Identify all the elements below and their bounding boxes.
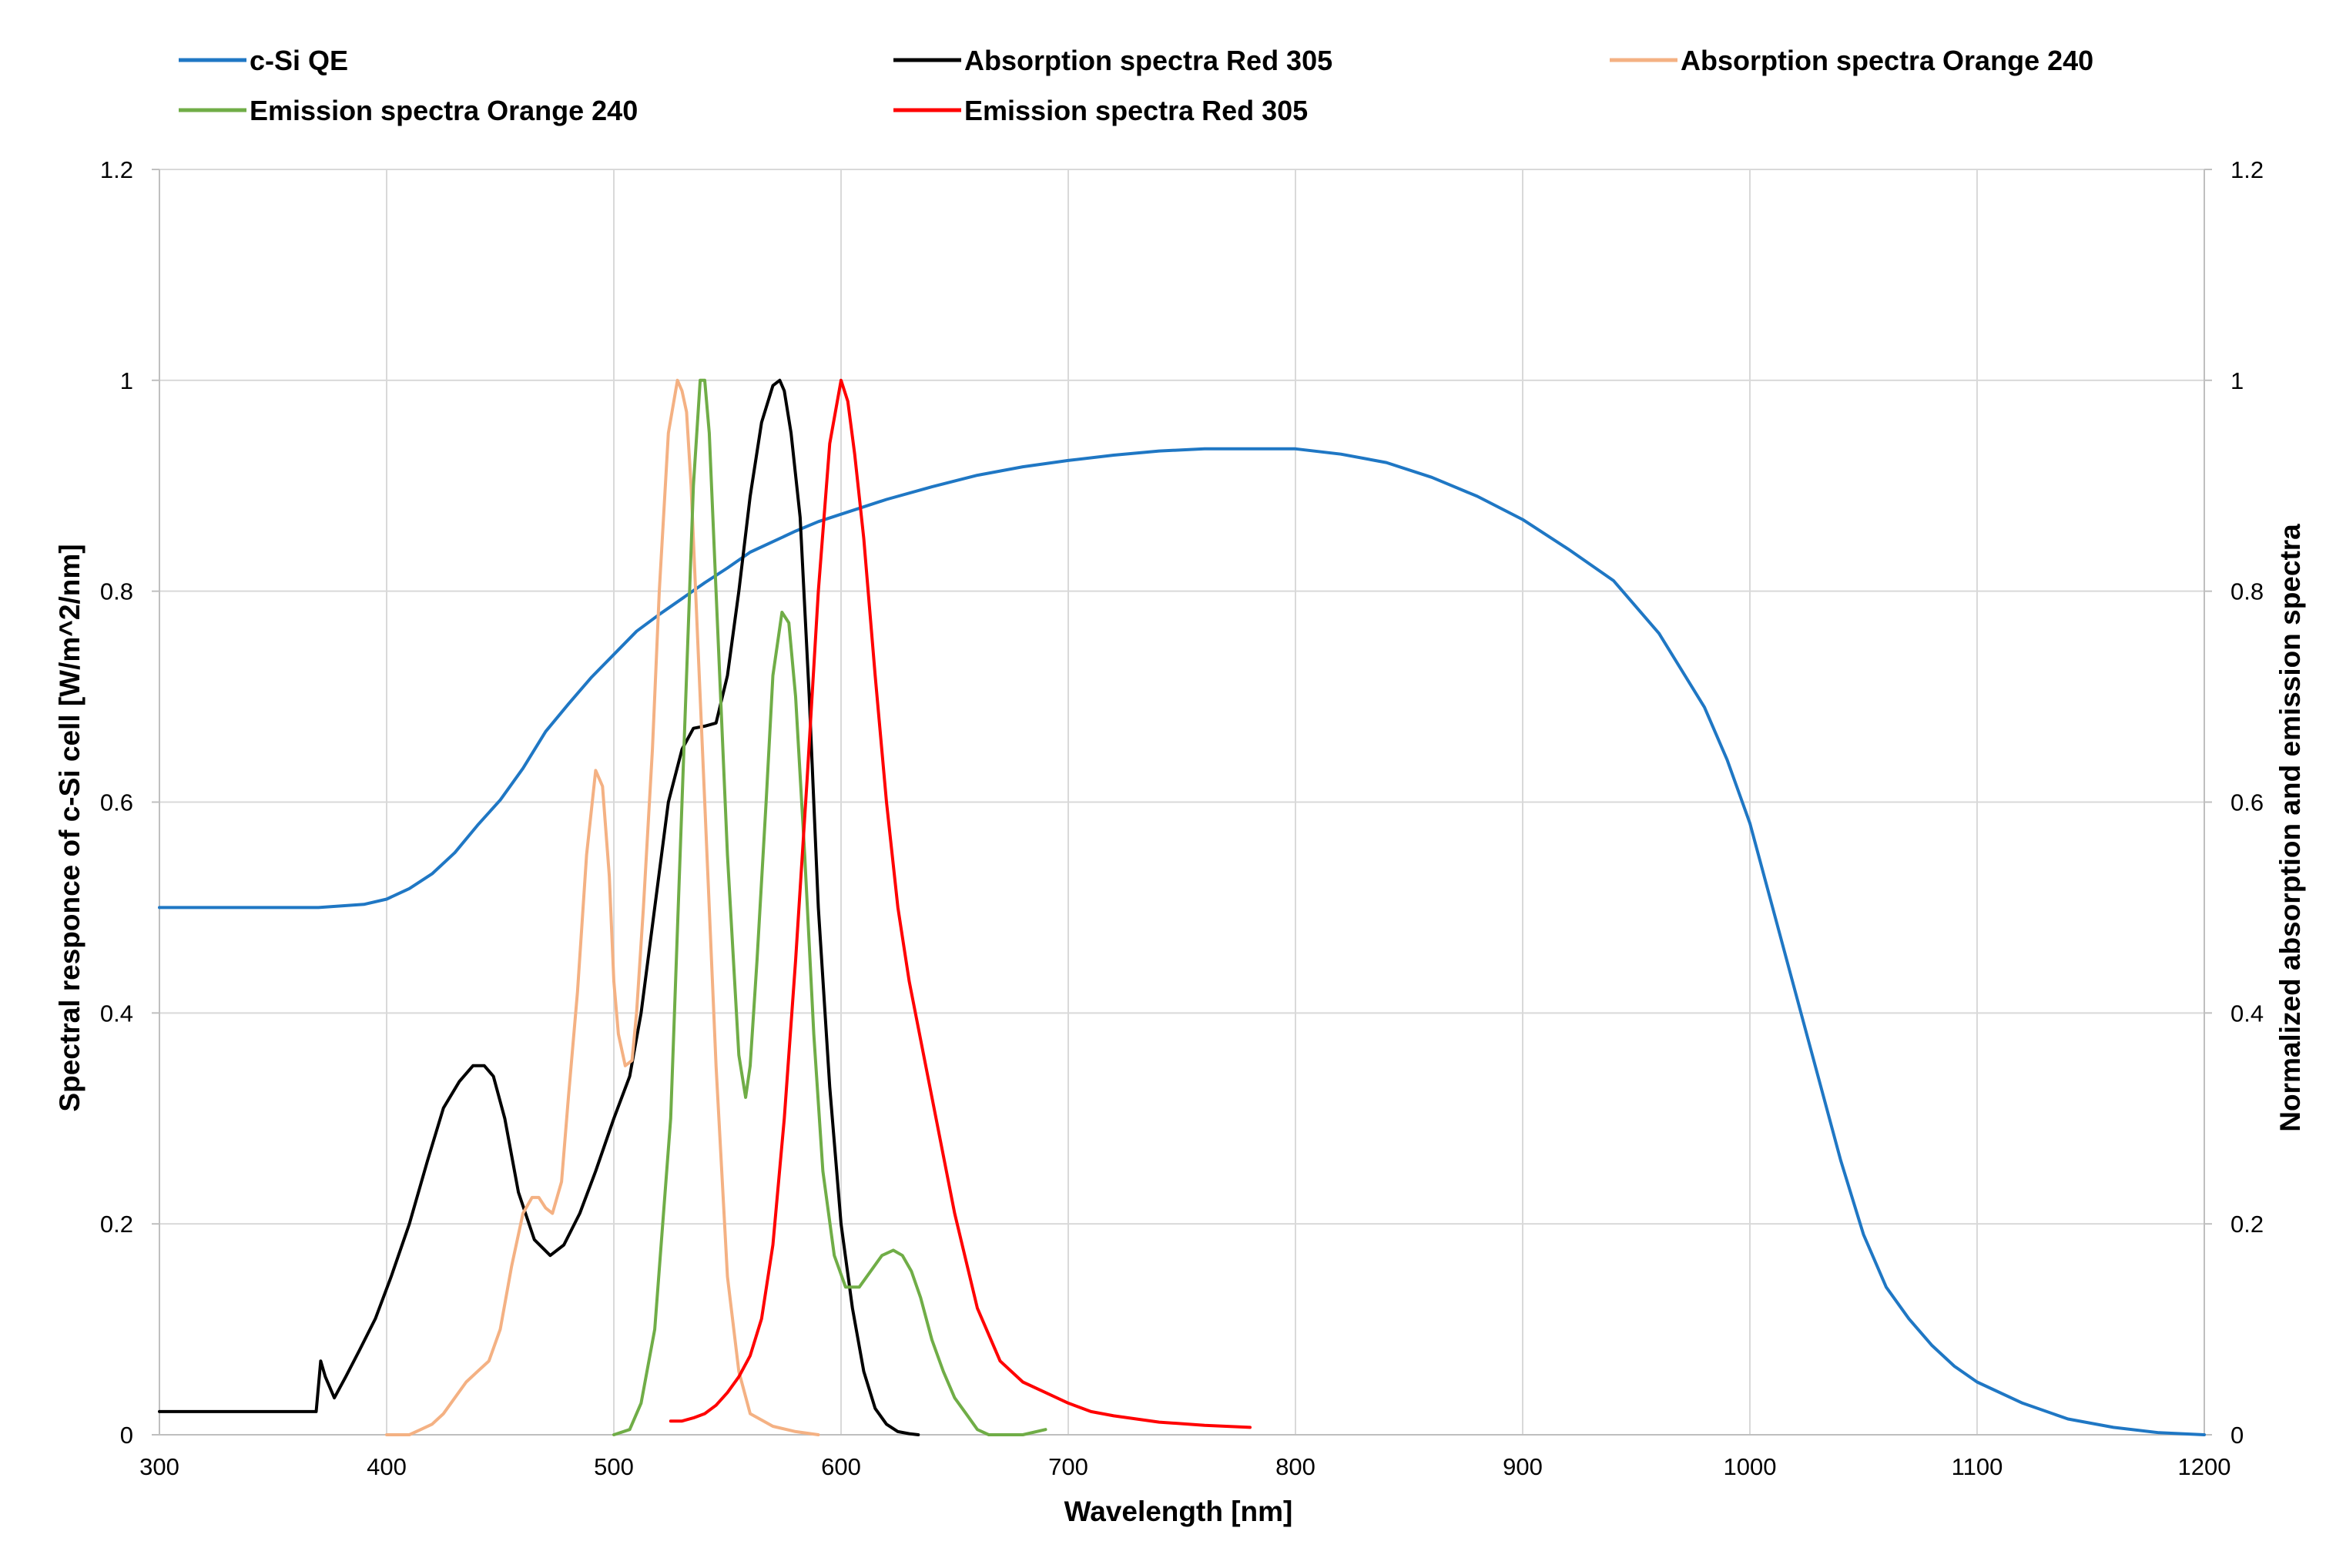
x-tick-label: 800 [1275,1453,1315,1480]
x-tick-label: 1000 [1724,1453,1777,1480]
y2-tick-label: 0.4 [2230,1000,2264,1027]
y-tick-label: 1.2 [100,156,133,183]
legend-entry: Emission spectra Red 305 [893,95,1308,126]
legend-entry: Absorption spectra Orange 240 [1610,45,2093,76]
y2-tick-label: 0.6 [2230,789,2264,816]
legend-label: c-Si QE [250,45,348,76]
y-tick-label: 0.6 [100,789,133,816]
tick-labels: 300 400 500 600 700 800 900 1000 1100 1200 0 0.2 0.4… [100,156,2264,1480]
y2-tick-label: 1.2 [2230,156,2264,183]
x-tick-label: 500 [594,1453,634,1480]
x-axis-title: Wavelength [nm] [1064,1496,1293,1527]
y-tick-label: 0.8 [100,578,133,605]
x-tick-label: 1100 [1952,1453,2003,1480]
legend-entry: Absorption spectra Red 305 [893,45,1332,76]
grid-lines [159,169,2205,1436]
y2-tick-label: 0 [2230,1422,2244,1449]
y-tick-label: 0.4 [100,1000,133,1027]
y2-axis-title: Normalized absorption and emission spect… [2274,524,2306,1132]
x-tick-label: 900 [1503,1453,1543,1480]
y2-tick-label: 0.8 [2230,578,2264,605]
series-layer [158,378,2206,1436]
x-tick-label: 400 [367,1453,407,1480]
y-tick-label: 0.2 [100,1211,133,1238]
y2-tick-label: 1 [2230,367,2244,394]
legend-label: Absorption spectra Red 305 [964,45,1332,76]
x-tick-label: 300 [139,1453,179,1480]
legend-entry: c-Si QE [179,45,348,76]
series-line-absorption-spectra-orange-240 [385,378,820,1436]
series-line-absorption-spectra-red-305 [158,378,920,1436]
x-tick-label: 600 [821,1453,861,1480]
y2-tick-label: 0.2 [2230,1211,2264,1238]
series-line-emission-spectra-red-305 [669,378,1252,1429]
x-tick-label: 700 [1048,1453,1088,1480]
legend-label: Emission spectra Red 305 [964,95,1308,126]
x-tick-label: 1200 [2178,1453,2231,1480]
y-axis-title: Spectral responce of c-Si cell [W/m^2/nm… [54,544,85,1111]
series-line-c-si-qe [158,447,2206,1436]
plot-axes [152,169,2212,1436]
legend-label: Absorption spectra Orange 240 [1681,45,2093,76]
y-tick-label: 1 [120,367,133,394]
legend: c-Si QE Absorption spectra Red 305 Absorpt… [179,45,2093,126]
legend-label: Emission spectra Orange 240 [250,95,638,126]
y-tick-label: 0 [120,1422,133,1449]
series-line-emission-spectra-orange-240 [612,378,1047,1436]
legend-entry: Emission spectra Orange 240 [179,95,638,126]
